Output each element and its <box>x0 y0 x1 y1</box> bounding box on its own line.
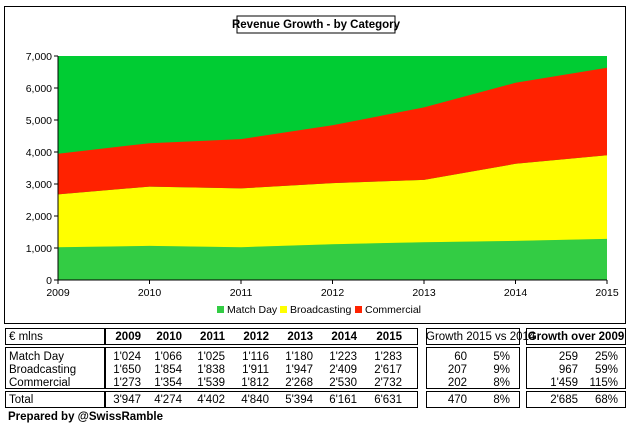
x-tick-label: 2011 <box>230 287 253 299</box>
growth-2009-abs: 1'459 <box>550 377 578 389</box>
y-tick-label: 6,000 <box>26 83 52 95</box>
year-header: 2011 <box>200 331 225 343</box>
table-box <box>426 328 520 345</box>
table-box <box>105 347 418 389</box>
year-value: 1'812 <box>241 377 269 389</box>
growth-2014-abs: 470 <box>447 394 467 406</box>
x-tick-label: 2014 <box>504 287 528 299</box>
year-value: 6'631 <box>374 394 402 406</box>
year-value: 1'911 <box>242 364 269 376</box>
year-value: 6'161 <box>329 394 357 406</box>
growth-2014-abs: 60 <box>454 351 467 363</box>
revenue-area-chart: 0 1,000 2,000 3,000 4,000 5,000 6,000 7,000 2009… <box>26 15 619 316</box>
table-box <box>5 328 105 345</box>
legend-label: Broadcasting <box>290 304 351 316</box>
area-broadcasting <box>58 155 607 248</box>
y-tick-label: 1,000 <box>26 243 52 255</box>
growth-2014-header: Growth 2015 vs 2014 <box>426 331 536 343</box>
row-label: Commercial <box>9 377 71 389</box>
x-tick-label: 2013 <box>412 287 436 299</box>
year-value: 1'273 <box>113 377 141 389</box>
table-box <box>5 391 105 408</box>
year-value: 1'854 <box>154 364 182 376</box>
growth-2009-header: Growth over 2009 <box>527 331 625 343</box>
legend-swatch <box>355 306 362 313</box>
growth-2014-abs: 202 <box>447 377 467 389</box>
table-box <box>526 328 626 345</box>
x-tick-label: 2012 <box>321 287 345 299</box>
growth-2009-abs: 967 <box>558 364 578 376</box>
row-label: Broadcasting <box>9 364 77 376</box>
growth-2014-pct: 8% <box>493 377 510 389</box>
row-label: Match Day <box>9 351 64 363</box>
growth-2014-pct: 9% <box>493 364 510 376</box>
year-value: 3'947 <box>113 394 141 406</box>
year-value: 2'409 <box>329 364 357 376</box>
year-header: 2014 <box>331 331 357 343</box>
growth-2009-pct: 59% <box>594 364 618 376</box>
table-box <box>526 391 626 408</box>
year-header: 2013 <box>287 331 313 343</box>
y-tick-label: 5,000 <box>26 115 52 127</box>
growth-2009-abs: 2'685 <box>550 394 578 406</box>
area-commercial <box>58 67 607 195</box>
legend-swatch <box>280 306 287 313</box>
table-box <box>426 391 520 408</box>
x-tick-label: 2010 <box>138 287 162 299</box>
year-value: 2'617 <box>374 364 402 376</box>
y-tick-label: 2,000 <box>26 211 52 223</box>
year-value: 1'650 <box>113 364 141 376</box>
year-value: 1'066 <box>154 351 182 363</box>
x-tick-label: 2009 <box>46 287 70 299</box>
year-value: 4'402 <box>197 394 225 406</box>
chart-title: Revenue Growth - by Category <box>232 19 401 31</box>
year-value: 1'024 <box>113 351 141 363</box>
year-value: 1'116 <box>242 351 269 363</box>
year-value: 1'354 <box>154 377 182 389</box>
year-value: 1'838 <box>197 364 225 376</box>
growth-2014-pct: 8% <box>493 394 510 406</box>
x-tick-label: 2015 <box>595 287 619 299</box>
year-value: 4'274 <box>154 394 182 406</box>
year-value: 1'223 <box>329 351 357 363</box>
y-tick-label: 7,000 <box>26 51 52 63</box>
table-box <box>526 347 626 389</box>
year-header: 2009 <box>115 331 141 343</box>
area-match-day <box>58 238 607 280</box>
growth-2009-pct: 68% <box>594 394 618 406</box>
year-value: 1'283 <box>374 351 402 363</box>
year-value: 4'840 <box>241 394 269 406</box>
legend-label: Match Day <box>227 304 278 316</box>
y-tick-label: 4,000 <box>26 147 52 159</box>
year-value: 2'268 <box>285 377 313 389</box>
table-box <box>5 347 105 389</box>
year-value: 2'732 <box>374 377 402 389</box>
year-value: 5'394 <box>285 394 313 406</box>
legend-label: Commercial <box>365 304 421 316</box>
chart-frame: 0 1,000 2,000 3,000 4,000 5,000 6,000 7,000 2009… <box>4 6 626 324</box>
y-tick-label: 3,000 <box>26 179 52 191</box>
table-box <box>426 347 520 389</box>
table-box <box>105 391 418 408</box>
table-box <box>105 328 418 345</box>
year-value: 1'539 <box>197 377 225 389</box>
growth-2009-pct: 25% <box>594 351 618 363</box>
year-header: 2012 <box>243 331 269 343</box>
year-header: 2015 <box>376 331 402 343</box>
growth-2014-abs: 207 <box>447 364 467 376</box>
unit-label: € mlns <box>9 331 43 343</box>
year-value: 1'947 <box>285 364 313 376</box>
year-value: 2'530 <box>329 377 357 389</box>
footer-credit: Prepared by @SwissRamble <box>8 411 164 423</box>
year-value: 1'025 <box>197 351 225 363</box>
growth-2009-pct: 115% <box>589 377 618 389</box>
row-label: Total <box>9 394 34 406</box>
chart-title-box <box>236 15 396 34</box>
year-value: 1'180 <box>285 351 313 363</box>
year-header: 2010 <box>156 331 182 343</box>
legend-swatch <box>217 306 224 313</box>
growth-2014-pct: 5% <box>493 351 510 363</box>
y-tick-label: 0 <box>46 275 52 287</box>
growth-2009-abs: 259 <box>558 351 578 363</box>
